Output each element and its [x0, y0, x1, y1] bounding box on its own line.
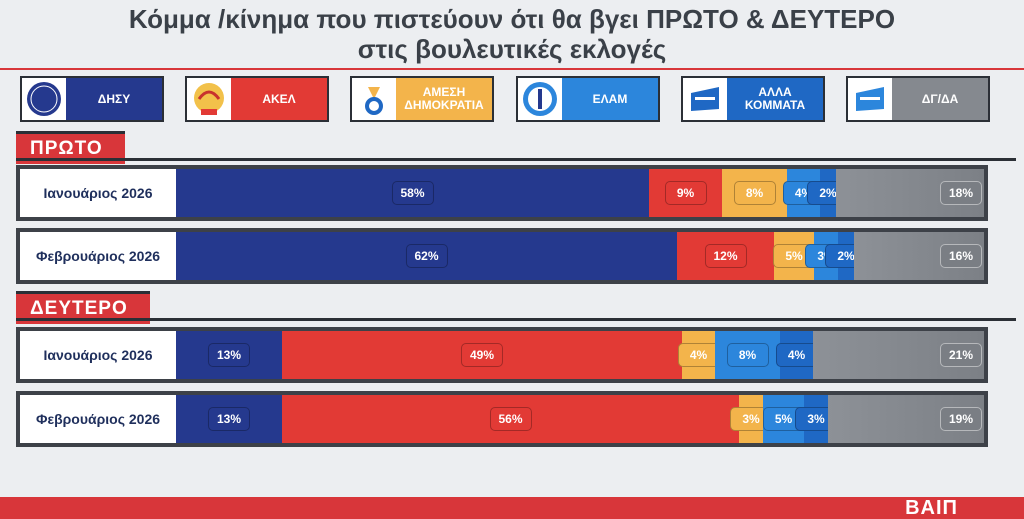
stacked-bar: 62%12%5%3%2%16%	[176, 232, 984, 280]
bar-segment: 4%	[775, 331, 818, 379]
legend-label-amesi: ΑΜΕΣΗ ΔΗΜΟΚΡΑΤΙΑ	[396, 78, 492, 120]
section-rule-second	[16, 318, 1016, 321]
data-label: 16%	[939, 244, 982, 268]
bar-segment: 4%	[677, 331, 720, 379]
data-label: 13%	[207, 343, 251, 367]
title-divider	[0, 68, 1024, 70]
legend-label-elam: ΕΛΑΜ	[562, 78, 658, 120]
bar-segment: 58%	[176, 169, 649, 217]
data-label: 12%	[704, 244, 747, 268]
bar-segment: 49%	[282, 331, 682, 379]
legend-item-amesi: ΑΜΕΣΗ ΔΗΜΟΚΡΑΤΙΑ	[350, 76, 494, 122]
bar-segment: 8%	[715, 331, 780, 379]
stacked-bar: 58% 9% 8% 4% 2% 18%	[176, 169, 984, 217]
data-label: 8%	[733, 181, 776, 205]
bar-segment: 12%	[677, 232, 774, 280]
title-line-1: Κόμμα /κίνημα που πιστεύουν ότι θα βγει …	[128, 4, 896, 34]
brand-logo: ΒΑΙΠ	[905, 497, 958, 519]
alla-logo-icon	[683, 78, 727, 120]
data-label: 18%	[939, 181, 982, 205]
bar-segment: 18%	[836, 169, 984, 217]
data-label: 49%	[460, 343, 504, 367]
bar-segment: 13%	[176, 331, 282, 379]
chart-row: Φεβρουάριος 2026 62%12%5%3%2%16%	[16, 228, 988, 284]
data-label: 56%	[489, 407, 532, 431]
party-legend: ΔΗΣΥ ΑΚΕΛ ΑΜΕΣΗ ΔΗΜΟΚΡΑΤΙΑ ΕΛΑΜ ΑΛΛΑ ΚΟΜ…	[0, 76, 1024, 126]
bar-segment: 62%	[176, 232, 677, 280]
data-label: 19%	[939, 407, 982, 431]
bar-segment: 3%	[795, 395, 837, 443]
disy-logo-icon	[22, 78, 66, 120]
title-line-2: στις βουλευτικές εκλογές	[357, 34, 667, 64]
bottom-brand-bar	[0, 497, 1024, 519]
bar-segment: 8%	[722, 169, 787, 217]
bar-segment: 21%	[813, 331, 984, 379]
data-label: 13%	[207, 407, 251, 431]
bar-segment: 2%	[807, 169, 849, 217]
data-label: 4%	[677, 343, 720, 367]
chart-row: Ιανουάριος 2026 13% 49% 4% 8% 4% 21%	[16, 327, 988, 383]
bar-segment: 13%	[176, 395, 282, 443]
bar-segment: 16%	[854, 232, 984, 280]
bar-segment: 19%	[828, 395, 984, 443]
chart-row: Ιανουάριος 2026 58% 9% 8% 4% 2% 18%	[16, 165, 988, 221]
data-label: 4%	[775, 343, 818, 367]
amesi-logo-icon	[352, 78, 396, 120]
data-label: 62%	[405, 244, 448, 268]
row-label: Φεβρουάριος 2026	[20, 232, 176, 280]
stacked-bar: 13% 56% 3% 5% 3% 19%	[176, 395, 984, 443]
legend-label-dgda: ΔΓ/ΔΑ	[892, 78, 988, 120]
akel-logo-icon	[187, 78, 231, 120]
legend-label-akel: ΑΚΕΛ	[231, 78, 327, 120]
bar-segment: 56%	[282, 395, 739, 443]
bar-segment: 2%	[825, 232, 867, 280]
legend-label-disy: ΔΗΣΥ	[66, 78, 162, 120]
data-label: 9%	[664, 181, 707, 205]
legend-item-disy: ΔΗΣΥ	[20, 76, 164, 122]
dgda-logo-icon	[848, 78, 892, 120]
row-label: Ιανουάριος 2026	[20, 331, 176, 379]
data-label: 58%	[391, 181, 434, 205]
legend-item-akel: ΑΚΕΛ	[185, 76, 329, 122]
chart-title: Κόμμα /κίνημα που πιστεύουν ότι θα βγει …	[0, 4, 1024, 64]
legend-item-alla: ΑΛΛΑ ΚΟΜΜΑΤΑ	[681, 76, 825, 122]
legend-item-dgda: ΔΓ/ΔΑ	[846, 76, 990, 122]
row-label: Φεβρουάριος 2026	[20, 395, 176, 443]
data-label: 8%	[726, 343, 769, 367]
stacked-bar: 13% 49% 4% 8% 4% 21%	[176, 331, 984, 379]
bar-segment: 9%	[649, 169, 722, 217]
chart-row: Φεβρουάριος 2026 13% 56% 3% 5% 3% 19%	[16, 391, 988, 447]
row-label: Ιανουάριος 2026	[20, 169, 176, 217]
elam-logo-icon	[518, 78, 562, 120]
section-rule-first	[16, 158, 1016, 161]
bar-segment: 3%	[730, 395, 772, 443]
legend-label-alla: ΑΛΛΑ ΚΟΜΜΑΤΑ	[727, 78, 823, 120]
legend-item-elam: ΕΛΑΜ	[516, 76, 660, 122]
data-label: 21%	[939, 343, 982, 367]
